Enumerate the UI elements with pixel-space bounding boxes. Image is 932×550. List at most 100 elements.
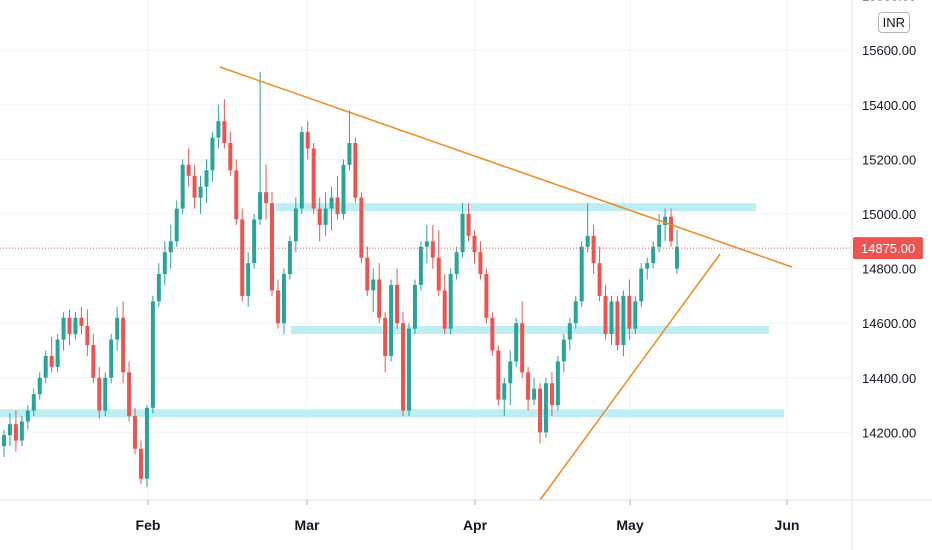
candle-body: [591, 235, 596, 264]
price-axis[interactable]: 14200.00 14400.00 14600.00 14800.00 15000.00…: [862, 0, 916, 440]
candle-body: [526, 372, 531, 400]
candle: [401, 312, 406, 417]
candle: [198, 175, 203, 214]
y-tick-label: 15200.00: [862, 152, 916, 167]
candle-body: [502, 383, 507, 400]
candle-body: [246, 263, 251, 296]
y-tick-label: 15800.00: [862, 0, 916, 4]
candle-body: [49, 355, 54, 367]
candle-body: [323, 208, 328, 225]
x-tick-label: Feb: [136, 517, 161, 533]
candle-body: [258, 192, 263, 220]
candle-body: [448, 274, 453, 329]
candle-body: [549, 383, 554, 406]
candle: [317, 197, 322, 242]
candle: [675, 230, 679, 275]
candle: [603, 284, 608, 340]
candle-body: [532, 388, 537, 400]
zone-band: [0, 409, 784, 418]
candle: [287, 235, 292, 280]
currency-badge[interactable]: INR: [877, 12, 910, 33]
candle: [466, 203, 471, 242]
candle-body: [371, 279, 376, 291]
candle: [234, 159, 239, 225]
candle: [168, 224, 173, 269]
candle: [460, 203, 465, 258]
candle-body: [383, 317, 388, 356]
candle-body: [97, 377, 102, 411]
candle-body: [275, 290, 280, 324]
candle-body: [538, 388, 543, 433]
time-axis[interactable]: Feb Mar Apr May Jun: [136, 500, 800, 533]
candle: [406, 323, 411, 417]
candle-body: [484, 274, 489, 318]
candle-body: [657, 224, 662, 247]
y-tick-label: 14200.00: [862, 425, 916, 440]
x-tick-label: Mar: [295, 517, 320, 533]
candle: [13, 410, 18, 452]
candle: [514, 317, 519, 367]
zone-band: [276, 203, 756, 212]
candle-body: [240, 219, 245, 296]
zone-band: [291, 326, 769, 335]
candle-body: [645, 263, 650, 269]
candle-body: [31, 394, 36, 411]
candle-body: [436, 257, 441, 291]
candle: [669, 208, 674, 247]
candle-body: [216, 121, 221, 138]
candle: [329, 186, 334, 231]
candle-body: [228, 143, 233, 171]
candle-body: [651, 246, 656, 264]
candle: [79, 306, 84, 335]
candle: [430, 224, 435, 269]
candle-body: [13, 424, 18, 441]
candle: [293, 197, 298, 253]
candle-body: [168, 241, 173, 253]
candle-body: [61, 317, 66, 340]
candle: [55, 334, 60, 373]
candle: [192, 164, 197, 209]
candle: [549, 372, 554, 417]
candle: [526, 366, 531, 411]
candle-body: [573, 301, 578, 324]
candle-body: [621, 295, 626, 346]
candle-body: [156, 274, 161, 302]
candle-body: [639, 268, 644, 302]
candle: [127, 361, 132, 422]
candle-body: [669, 216, 674, 242]
candle: [538, 383, 543, 444]
candle-body: [91, 345, 96, 378]
candle: [567, 317, 572, 351]
candle-body: [514, 323, 519, 362]
candle-body: [293, 208, 298, 242]
candle: [43, 350, 48, 384]
candle-body: [377, 279, 382, 318]
candle: [270, 192, 275, 296]
candle-body: [186, 164, 191, 176]
candle-body: [222, 121, 227, 144]
candle-body: [7, 424, 12, 436]
candle: [502, 377, 507, 417]
candle: [561, 334, 566, 373]
candle-body: [675, 246, 679, 269]
candle: [204, 159, 209, 204]
candle: [311, 143, 316, 214]
candle-body: [365, 257, 370, 291]
candle: [615, 295, 620, 351]
candle-body: [2, 435, 6, 447]
candle: [442, 274, 447, 335]
candle: [115, 306, 120, 351]
candle-body: [335, 197, 340, 214]
candle: [150, 295, 155, 414]
candle-body: [311, 148, 316, 209]
candle-body: [555, 361, 560, 406]
candle: [508, 350, 513, 406]
candle: [532, 377, 537, 406]
candle-body: [138, 448, 143, 479]
candle-body: [192, 175, 197, 198]
candle: [555, 355, 560, 411]
candle: [2, 429, 6, 457]
candle: [37, 372, 42, 400]
